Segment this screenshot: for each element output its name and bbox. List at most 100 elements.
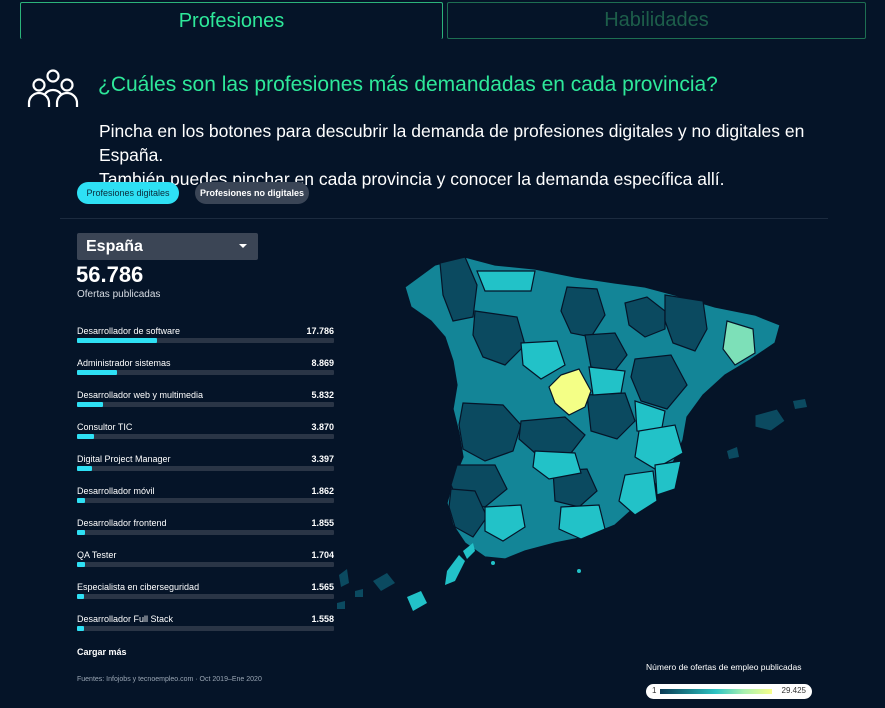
profession-name: Desarrollador frontend [77,518,167,528]
profession-name: Digital Project Manager [77,454,171,464]
profession-bar-fill [77,338,157,343]
map-island-menorca[interactable] [793,399,807,409]
profession-bar-fill [77,498,86,503]
map-province-caceres[interactable] [458,402,522,462]
region-select-value: España [86,237,143,255]
page-title: ¿Cuáles son las profesiones más demandad… [98,73,718,96]
map-province-canarias-tenerife[interactable] [373,573,395,591]
map-province-soria[interactable] [584,332,628,374]
map-province-valencia[interactable] [634,424,684,470]
page-description: Pincha en los botones para descubrir la … [99,119,859,191]
profession-row: Desarrollador web y multimedia 5.832 [77,390,334,410]
spain-map[interactable] [335,225,835,645]
map-province-madrid[interactable] [548,368,592,416]
profession-value: 1.862 [311,486,334,496]
map-province-huelva[interactable] [448,488,488,538]
legend-gradient [660,689,772,694]
legend-scale: 1 29.425 [646,684,812,699]
load-more-button[interactable]: Cargar más [77,647,127,657]
map-province-lugo[interactable] [439,256,478,322]
map-province-valladolid[interactable] [520,340,566,380]
profession-name: Desarrollador móvil [77,486,155,496]
profession-value: 1.558 [311,614,334,624]
profession-bar-fill [77,466,93,471]
profession-name: Especialista en ciberseguridad [77,582,200,592]
profession-name: QA Tester [77,550,117,560]
legend-max: 29.425 [781,686,806,695]
profession-bar-track [77,402,334,407]
profession-bar-track [77,370,334,375]
profession-value: 1.855 [311,518,334,528]
map-melilla[interactable] [577,569,581,573]
profession-value: 8.869 [311,358,334,368]
profession-row: Digital Project Manager 3.397 [77,454,334,474]
map-island-lanzarote[interactable] [463,543,475,559]
profession-bar-track [77,466,334,471]
region-select[interactable]: España [77,233,258,260]
profession-bar-track [77,594,334,599]
map-province-jaen[interactable] [552,468,598,508]
map-province-granada[interactable] [558,504,606,540]
profession-name: Administrador sistemas [77,358,171,368]
map-province-ciudad-real[interactable] [532,450,582,480]
profession-name: Desarrollador Full Stack [77,614,174,624]
profession-row: Desarrollador frontend 1.855 [77,518,334,538]
tab-profesiones[interactable]: Profesiones [20,2,443,39]
map-island-ibiza[interactable] [727,447,739,459]
map-province-murcia[interactable] [618,470,658,516]
map-island-fuerteventura[interactable] [445,555,465,585]
map-province-canarias-las-palmas[interactable] [407,591,427,611]
profession-name: Consultor TIC [77,422,133,432]
profession-row: Administrador sistemas 8.869 [77,358,334,378]
profession-value: 1.704 [311,550,334,560]
profession-row: QA Tester 1.704 [77,550,334,570]
total-offers-label: Ofertas publicadas [77,289,161,300]
legend-min: 1 [652,686,657,695]
profession-bar-fill [77,594,85,599]
profession-name: Desarrollador de software [77,326,181,336]
tab-habilidades[interactable]: Habilidades [447,2,866,39]
map-province-guadalajara[interactable] [588,366,626,396]
map-province-alicante[interactable] [654,460,682,496]
profession-value: 1.565 [311,582,334,592]
profession-bar-fill [77,626,84,631]
profession-bar-track [77,338,334,343]
profession-bar-track [77,626,334,631]
map-province-asturias[interactable] [476,270,536,292]
profession-row: Desarrollador de software 17.786 [77,326,334,346]
profession-value: 3.397 [311,454,334,464]
map-island-hierro[interactable] [337,601,345,609]
profession-bar-track [77,498,334,503]
profession-value: 17.786 [306,326,334,336]
profession-name: Desarrollador web y multimedia [77,390,204,400]
map-province-baleares[interactable] [754,408,786,432]
profession-row: Desarrollador móvil 1.862 [77,486,334,506]
profession-bar-fill [77,402,104,407]
map-province-zaragoza[interactable] [630,354,688,410]
filter-non-digital-button[interactable]: Profesiones no digitales [195,182,309,204]
people-icon [27,69,79,107]
map-island-la-palma[interactable] [339,569,349,587]
map-province-sevilla[interactable] [484,504,526,542]
map-province-barcelona[interactable] [722,320,756,366]
profession-bar-fill [77,530,86,535]
profession-row: Consultor TIC 3.870 [77,422,334,442]
map-ceuta[interactable] [491,561,495,565]
map-province-huesca[interactable] [664,294,708,352]
description-line-1: Pincha en los botones para descubrir la … [99,121,805,165]
total-offers: 56.786 [76,262,144,287]
map-island-gomera[interactable] [355,589,363,597]
map-province-navarra[interactable] [624,296,666,338]
profession-bar-track [77,434,334,439]
chevron-down-icon [239,244,247,248]
profession-row: Especialista en ciberseguridad 1.565 [77,582,334,602]
profession-value: 3.870 [311,422,334,432]
profession-value: 5.832 [311,390,334,400]
map-province-leon[interactable] [472,310,526,366]
profession-bar-track [77,530,334,535]
divider [60,218,828,219]
profession-row: Desarrollador Full Stack 1.558 [77,614,334,634]
filter-digital-button[interactable]: Profesiones digitales [77,182,179,204]
profession-bar-track [77,562,334,567]
profession-bar-fill [77,370,118,375]
